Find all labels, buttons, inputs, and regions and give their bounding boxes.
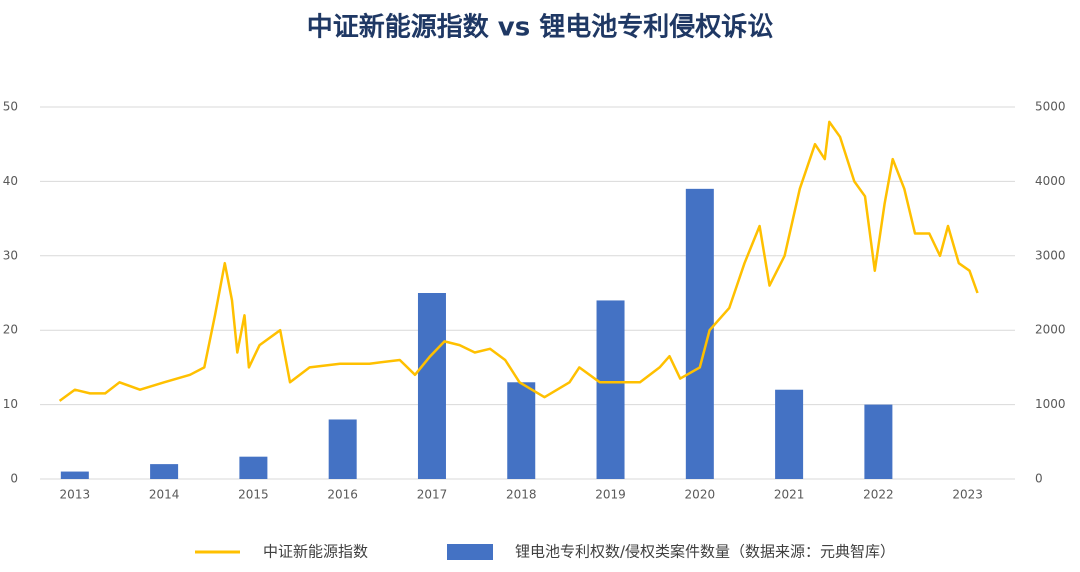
x-tick-label: 2013 [60,488,91,502]
x-tick-label: 2021 [774,488,805,502]
y-tick-label: 30 [3,248,18,262]
line [58,120,979,402]
chart-title: 中证新能源指数 vs 锂电池专利侵权诉讼 [307,12,774,43]
bar [775,389,804,479]
bar [328,419,357,479]
legend-label: 锂电池专利权数/侵权类案件数量（数据来源：元典智库） [515,543,895,561]
bar [239,456,268,479]
y-tick-label: 50 [3,100,18,114]
x-tick-label: 2022 [863,488,894,502]
y-tick-label: 10 [3,397,18,411]
y2-tick-label: 1000 [1035,397,1066,411]
y2-tick-label: 4000 [1035,174,1066,188]
y2-tick-label: 5000 [1035,100,1066,114]
y-tick-label: 0 [10,472,18,486]
bar [417,293,446,479]
x-tick-label: 2023 [952,488,983,502]
bar [596,300,625,479]
x-tick-label: 2017 [417,488,448,502]
bar [507,382,536,479]
y-tick-label: 40 [3,174,18,188]
x-tick-label: 2020 [685,488,716,502]
y2-tick-label: 2000 [1035,323,1066,337]
bar [150,464,179,479]
y-tick-label: 20 [3,323,18,337]
bar [864,404,893,479]
x-tick-label: 2019 [595,488,626,502]
x-tick-label: 2018 [506,488,537,502]
x-tick-label: 2016 [327,488,358,502]
y2-tick-label: 3000 [1035,248,1066,262]
legend-swatch [447,544,493,560]
bar [60,471,89,479]
y2-tick-label: 0 [1035,472,1043,486]
legend-label: 中证新能源指数 [263,543,368,561]
x-tick-label: 2015 [238,488,269,502]
x-tick-label: 2014 [149,488,180,502]
